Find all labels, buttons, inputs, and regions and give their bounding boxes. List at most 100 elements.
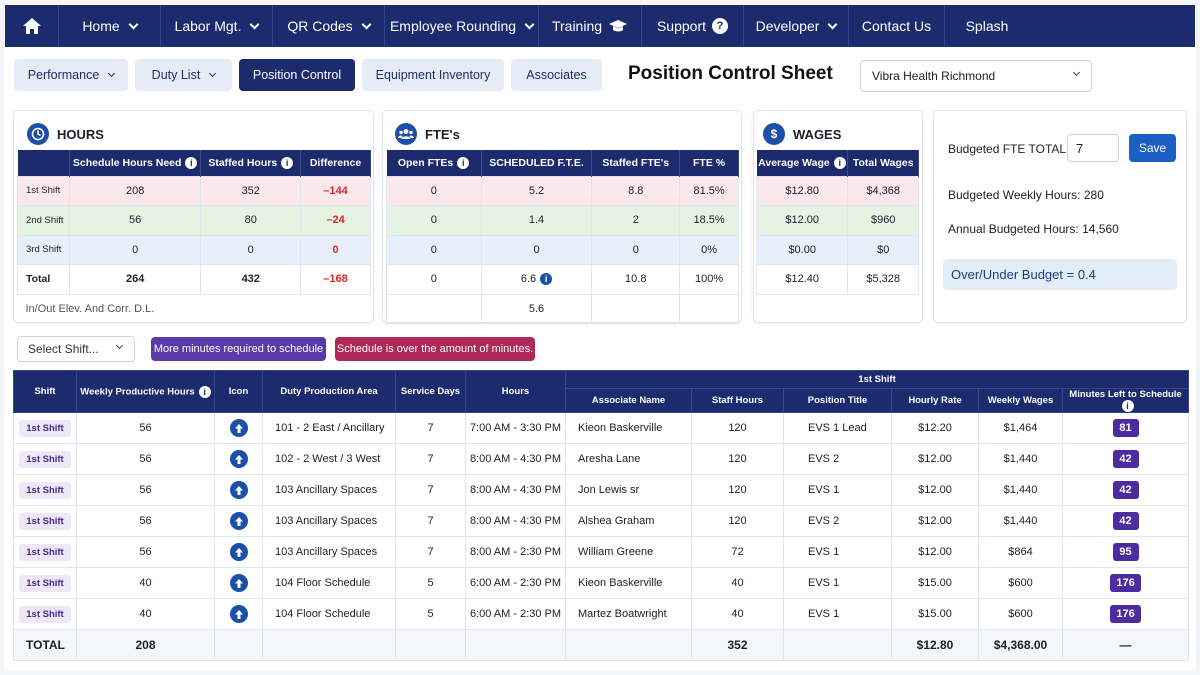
ftes-card-title: FTE's bbox=[395, 123, 460, 145]
nav-item-training[interactable]: Training bbox=[539, 5, 642, 47]
performance-button[interactable]: Performance bbox=[14, 59, 128, 91]
over-under-budget: Over/Under Budget = 0.4 bbox=[943, 259, 1177, 290]
nav-label: Splash bbox=[965, 18, 1009, 34]
arrow-up-circle-icon[interactable] bbox=[229, 605, 248, 623]
nav-label: Support bbox=[656, 18, 707, 34]
home-icon-button[interactable] bbox=[5, 5, 59, 47]
shift-badge[interactable]: 1st Shift bbox=[19, 605, 71, 623]
table-row: 5.6 bbox=[386, 293, 739, 324]
info-icon[interactable]: i bbox=[198, 385, 211, 398]
info-icon[interactable]: i bbox=[833, 156, 846, 169]
associates-button[interactable]: Associates bbox=[511, 59, 602, 91]
duty-list-button[interactable]: Duty List bbox=[135, 59, 232, 91]
arrow-up-circle-icon[interactable] bbox=[229, 419, 248, 437]
table-row: 1st Shift 56 103 Ancillary Spaces 7 8:00 AM … bbox=[13, 536, 1190, 568]
wages-table: Average Wage i Total Wages $12.80 $4,368 $… bbox=[755, 150, 919, 295]
facility-select[interactable]: Vibra Health Richmond bbox=[860, 60, 1092, 92]
table-row: $12.00 $960 bbox=[755, 205, 919, 236]
header-hours: Hours bbox=[465, 370, 566, 413]
table-row: $0.00 $0 bbox=[755, 234, 919, 265]
nav-item-employee-rounding[interactable]: Employee Rounding bbox=[385, 5, 539, 47]
info-icon[interactable]: i bbox=[185, 156, 198, 169]
minutes-left-badge: 176 bbox=[1110, 574, 1141, 592]
table-row: 1st Shift 56 103 Ancillary Spaces 7 8:00 AM … bbox=[13, 474, 1190, 506]
nav-label: Home bbox=[82, 18, 120, 34]
header-hourly-rate: Hourly Rate bbox=[891, 388, 979, 413]
page-title: Position Control Sheet bbox=[628, 63, 833, 84]
button-label: Performance bbox=[27, 68, 100, 82]
top-nav: Home Labor Mgt. QR Codes Employee Roundi… bbox=[5, 5, 1195, 47]
table-row: 0 1.4 2 18.5% bbox=[386, 205, 739, 236]
chevron-down-icon bbox=[250, 19, 260, 29]
arrow-up-circle-icon[interactable] bbox=[229, 450, 248, 468]
info-icon[interactable]: i bbox=[540, 273, 553, 286]
chevron-down-icon bbox=[128, 19, 139, 29]
minutes-left-badge: 95 bbox=[1112, 543, 1139, 561]
info-icon[interactable]: i bbox=[457, 156, 470, 169]
table-row: 1st Shift 56 103 Ancillary Spaces 7 8:00 AM … bbox=[13, 505, 1190, 537]
header-staffed-hours: Staffed Hours i bbox=[200, 150, 302, 176]
chevron-down-icon bbox=[1072, 68, 1081, 77]
nav-item-splash[interactable]: Splash bbox=[945, 5, 1029, 47]
hours-card-title: HOURS bbox=[27, 123, 104, 145]
arrow-up-circle-icon[interactable] bbox=[229, 574, 248, 592]
minutes-left-badge: 42 bbox=[1112, 481, 1139, 499]
table-row: 1st Shift 208 352 –144 bbox=[17, 175, 371, 206]
nav-item-contact-us[interactable]: Contact Us bbox=[849, 5, 945, 47]
save-button[interactable]: Save bbox=[1129, 134, 1176, 162]
card-title-text: WAGES bbox=[793, 126, 842, 142]
shift-badge[interactable]: 1st Shift bbox=[19, 450, 71, 468]
nav-label: Employee Rounding bbox=[389, 18, 517, 34]
users-icon bbox=[395, 123, 417, 145]
shift-badge[interactable]: 1st Shift bbox=[19, 512, 71, 530]
chevron-down-icon bbox=[115, 341, 124, 350]
info-icon[interactable]: i bbox=[1121, 400, 1134, 412]
table-row: 1st Shift 56 102 - 2 West / 3 West 7 8:00 AM… bbox=[13, 443, 1190, 475]
nav-label: Training bbox=[551, 18, 603, 34]
table-row: 0 6.6 i 10.8 100% bbox=[386, 264, 739, 295]
arrow-up-circle-icon[interactable] bbox=[229, 481, 248, 499]
equipment-inventory-button[interactable]: Equipment Inventory bbox=[362, 59, 504, 91]
arrow-up-circle-icon[interactable] bbox=[229, 512, 248, 530]
chevron-down-icon bbox=[108, 69, 116, 78]
header-shift: Shift bbox=[13, 370, 77, 413]
table-row: 1st Shift 56 101 - 2 East / Ancillary 7 7:00… bbox=[13, 412, 1190, 444]
budgeted-fte-input[interactable]: 7 bbox=[1067, 134, 1119, 162]
header-total-wages: Total Wages bbox=[847, 150, 919, 176]
info-icon[interactable]: i bbox=[281, 156, 294, 169]
nav-item-labor-mgt[interactable]: Labor Mgt. bbox=[161, 5, 273, 47]
select-shift-dropdown[interactable]: Select Shift... bbox=[17, 336, 135, 362]
position-control-button[interactable]: Position Control bbox=[239, 59, 355, 91]
legend-over-minutes: Schedule is over the amount of minutes. bbox=[335, 337, 535, 361]
nav-item-developer[interactable]: Developer bbox=[744, 5, 849, 47]
table-row: 2nd Shift 56 80 –24 bbox=[17, 205, 371, 236]
shift-badge[interactable]: 1st Shift bbox=[19, 574, 71, 592]
nav-item-support[interactable]: Support? bbox=[642, 5, 744, 47]
table-row: 1st Shift 40 104 Floor Schedule 5 6:00 AM - … bbox=[13, 598, 1190, 630]
table-row: $12.80 $4,368 bbox=[755, 175, 919, 206]
header-duty-production-area: Duty Production Area bbox=[262, 370, 396, 413]
arrow-up-circle-icon[interactable] bbox=[229, 543, 248, 561]
nav-label: QR Codes bbox=[287, 18, 353, 34]
table-row: 0 0 0 0% bbox=[386, 234, 739, 265]
nav-label: Contact Us bbox=[861, 18, 932, 34]
shift-badge[interactable]: 1st Shift bbox=[19, 419, 71, 437]
shift-badge[interactable]: 1st Shift bbox=[19, 543, 71, 561]
table-row: $12.40 $5,328 bbox=[755, 264, 919, 295]
shift-badge[interactable]: 1st Shift bbox=[19, 481, 71, 499]
header-weekly-wages: Weekly Wages bbox=[978, 388, 1063, 413]
select-shift-value: Select Shift... bbox=[28, 342, 99, 356]
schedule-table: Shift Weekly Productive Hours i Icon Duty… bbox=[13, 370, 1190, 661]
nav-item-qr-codes[interactable]: QR Codes bbox=[273, 5, 385, 47]
nav-item-home[interactable]: Home bbox=[59, 5, 161, 47]
budgeted-fte-total-label: Budgeted FTE TOTAL bbox=[948, 142, 1067, 156]
table-row: 1st Shift 40 104 Floor Schedule 5 6:00 AM - … bbox=[13, 567, 1190, 599]
home-icon bbox=[22, 18, 41, 34]
header-associate-name: Associate Name bbox=[565, 388, 692, 413]
header-difference: Difference bbox=[300, 150, 371, 176]
header-minutes-left: Minutes Left to Schedulei bbox=[1061, 388, 1190, 413]
header-icon: Icon bbox=[214, 370, 263, 413]
table-row: 3rd Shift 0 0 0 bbox=[17, 234, 371, 265]
header-scheduled-fte: SCHEDULED F.T.E. bbox=[481, 150, 593, 176]
header-open-ftes: Open FTEs i bbox=[386, 150, 482, 176]
